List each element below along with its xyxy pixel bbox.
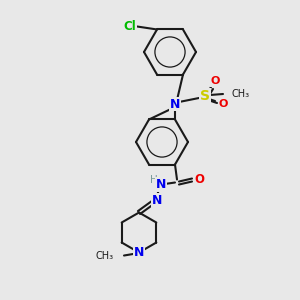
Text: S: S — [200, 89, 210, 103]
Text: N: N — [134, 246, 144, 259]
Text: N: N — [156, 178, 166, 191]
Text: N: N — [170, 98, 180, 110]
Text: H: H — [150, 175, 158, 184]
Text: O: O — [194, 173, 204, 186]
Text: O: O — [218, 99, 228, 109]
Text: CH₃: CH₃ — [231, 89, 249, 99]
Text: Cl: Cl — [124, 20, 136, 33]
Text: O: O — [210, 76, 220, 86]
Text: CH₃: CH₃ — [96, 250, 114, 260]
Text: N: N — [152, 194, 162, 207]
